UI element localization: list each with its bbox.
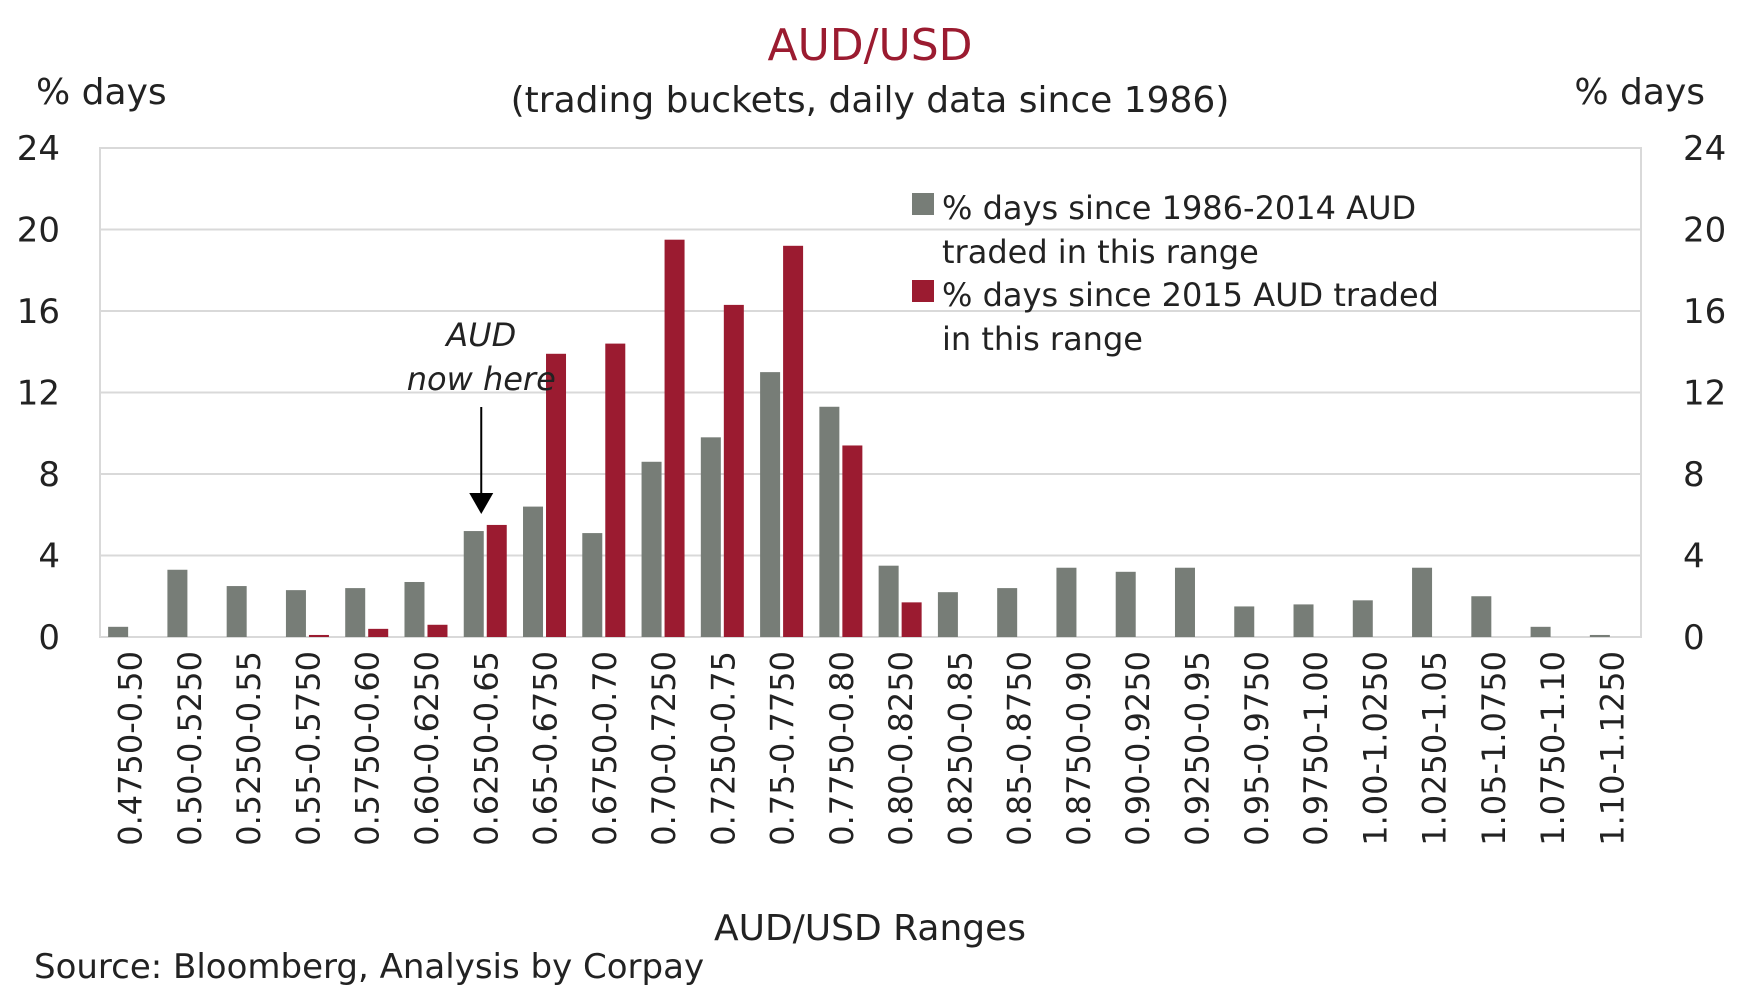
bar-historical xyxy=(1471,596,1492,637)
legend-swatch xyxy=(912,193,934,215)
y-tick-label: 20 xyxy=(17,211,60,251)
x-tick-label: 0.9750-1.00 xyxy=(1297,651,1335,846)
x-tick-label: 0.7250-0.75 xyxy=(704,651,742,846)
bar-historical xyxy=(1293,604,1314,637)
bar-historical xyxy=(167,569,188,637)
bar-historical xyxy=(108,626,129,637)
y-tick-label: 0 xyxy=(1683,618,1705,658)
legend: % days since 1986-2014 AUD traded in this… xyxy=(912,189,1439,358)
y-axis-left-title: % days xyxy=(36,72,167,113)
bar-recent xyxy=(368,628,389,637)
y-tick-label: 24 xyxy=(17,129,60,169)
bar-historical xyxy=(997,588,1018,637)
legend-label: % days since 1986-2014 AUD xyxy=(942,189,1416,227)
source-note: Source: Bloomberg, Analysis by Corpay xyxy=(34,947,704,987)
bar-historical xyxy=(878,565,899,637)
x-tick-label: 0.7750-0.80 xyxy=(823,651,861,846)
x-tick-label: 1.0750-1.10 xyxy=(1534,651,1572,846)
x-tick-label: 1.05-1.0750 xyxy=(1475,651,1513,846)
x-tick-label: 0.5750-0.60 xyxy=(349,651,387,846)
y-tick-label: 20 xyxy=(1683,211,1726,251)
bar-historical xyxy=(404,581,425,637)
x-tick-label: 1.0250-1.05 xyxy=(1416,651,1454,846)
x-axis-title: AUD/USD Ranges xyxy=(714,908,1026,949)
bar-historical xyxy=(523,506,544,637)
x-tick-label: 0.4750-0.50 xyxy=(112,651,150,846)
annotation: AUD now here xyxy=(407,316,556,514)
y-axis-right-title: % days xyxy=(1574,72,1705,113)
bar-historical xyxy=(937,592,958,637)
bar-historical xyxy=(1234,606,1255,637)
bar-historical xyxy=(641,461,662,637)
bar-recent xyxy=(546,353,567,637)
y-tick-label: 12 xyxy=(1683,374,1726,414)
y-tick-label: 4 xyxy=(38,537,60,577)
x-tick-label: 0.85-0.8750 xyxy=(1001,651,1039,846)
chart-title: AUD/USD xyxy=(767,20,972,71)
x-tick-label: 1.00-1.0250 xyxy=(1356,651,1394,846)
x-tick-label: 0.50-0.5250 xyxy=(171,651,209,846)
bar-recent xyxy=(723,304,744,637)
bar-recent xyxy=(605,343,626,637)
bar-historical xyxy=(345,588,366,637)
y-tick-label: 8 xyxy=(1683,455,1705,495)
y-axis-left: 0 4 8 12 16 20 24 xyxy=(17,129,60,658)
annotation-text: AUD xyxy=(444,316,516,354)
legend-label: in this range xyxy=(942,320,1143,358)
x-tick-label: 0.95-0.9750 xyxy=(1238,651,1276,846)
bar-historical xyxy=(819,406,840,637)
y-tick-label: 16 xyxy=(17,292,60,332)
y-tick-label: 8 xyxy=(38,455,60,495)
x-tick-label: 1.10-1.1250 xyxy=(1593,651,1631,846)
y-tick-label: 4 xyxy=(1683,537,1705,577)
x-tick-label: 0.9250-0.95 xyxy=(1178,651,1216,846)
arrow-down-icon xyxy=(469,493,494,514)
bar-recent xyxy=(486,524,507,637)
x-tick-label: 0.75-0.7750 xyxy=(764,651,802,846)
bar-historical xyxy=(1530,626,1551,637)
chart-subtitle: (trading buckets, daily data since 1986) xyxy=(511,80,1230,121)
x-tick-label: 0.65-0.6750 xyxy=(527,651,565,846)
bar-recent xyxy=(427,624,448,637)
bar-recent xyxy=(842,445,863,637)
x-tick-label: 0.60-0.6250 xyxy=(408,651,446,846)
x-tick-label: 0.55-0.5750 xyxy=(289,651,327,846)
bar-historical xyxy=(582,533,603,637)
legend-label: traded in this range xyxy=(942,233,1259,271)
bar-historical xyxy=(760,372,781,637)
bar-recent xyxy=(783,245,804,638)
x-tick-label: 0.70-0.7250 xyxy=(645,651,683,846)
bar-recent xyxy=(664,239,685,637)
bar-historical xyxy=(226,586,247,637)
bar-historical xyxy=(1174,567,1195,637)
y-axis-right: 0 4 8 12 16 20 24 xyxy=(1683,129,1726,658)
bar-historical xyxy=(463,531,484,637)
annotation-text: now here xyxy=(407,360,556,398)
x-tick-label: 0.6250-0.65 xyxy=(467,651,505,846)
bar-historical xyxy=(1115,571,1136,637)
bar-historical xyxy=(285,590,306,637)
x-tick-label: 0.8750-0.90 xyxy=(1060,651,1098,846)
bar-recent xyxy=(901,602,922,637)
bar-historical xyxy=(700,437,721,637)
bar-historical xyxy=(1056,567,1077,637)
y-tick-label: 16 xyxy=(1683,292,1726,332)
bar-historical xyxy=(1352,600,1373,637)
y-tick-label: 0 xyxy=(38,618,60,658)
bar-historical xyxy=(1589,634,1610,637)
legend-label: % days since 2015 AUD traded xyxy=(942,276,1439,314)
legend-swatch xyxy=(912,280,934,302)
x-tick-label: 0.90-0.9250 xyxy=(1119,651,1157,846)
y-tick-label: 12 xyxy=(17,374,60,414)
x-tick-label: 0.80-0.8250 xyxy=(882,651,920,846)
bar-historical xyxy=(1412,567,1433,637)
y-tick-label: 24 xyxy=(1683,129,1726,169)
x-tick-label: 0.8250-0.85 xyxy=(941,651,979,846)
x-tick-label: 0.5250-0.55 xyxy=(230,651,268,846)
bars xyxy=(108,239,1610,638)
bar-recent xyxy=(308,634,329,637)
x-axis: 0.4750-0.50 0.50-0.5250 0.5250-0.55 0.55-0.… xyxy=(112,651,1632,846)
x-tick-label: 0.6750-0.70 xyxy=(586,651,624,846)
